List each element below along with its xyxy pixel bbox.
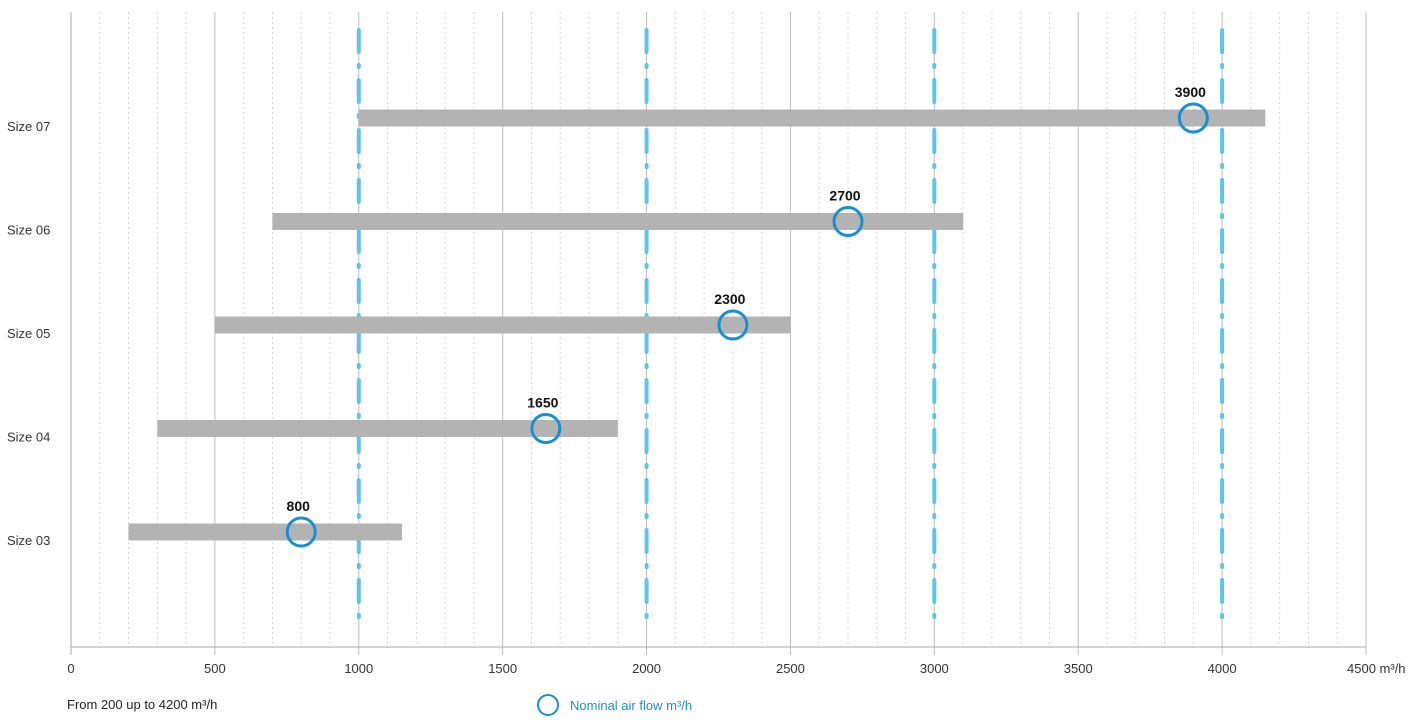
nominal-marker: [530, 413, 562, 444]
range-note: From 200 up to 4200 m³/h: [67, 697, 218, 712]
category-label: Size 03: [7, 533, 50, 548]
x-tick-label: 2000: [632, 661, 661, 676]
nominal-label: 3900: [1175, 84, 1206, 100]
x-tick-label: 4000: [1208, 661, 1237, 676]
nominal-label: 2700: [829, 188, 860, 204]
chart-svg: 3900 2700 2300 1650 800 0 500 1000 1500 2000 2500…: [7, 12, 1406, 676]
range-bar: [358, 109, 1266, 127]
x-tick-label: 1500: [488, 661, 517, 676]
nominal-marker: [832, 206, 864, 237]
x-tick-label: 3500: [1064, 661, 1093, 676]
x-tick-label: 500: [204, 661, 226, 676]
range-bar: [157, 420, 618, 437]
x-tick-label: 3000: [920, 661, 949, 676]
nominal-marker-icon: [537, 694, 559, 716]
category-labels: Size 07 Size 06 Size 05 Size 04 Size 03: [7, 119, 50, 548]
range-bar: [214, 316, 791, 334]
x-tick-labels: 0 500 1000 1500 2000 2500 3000 3500 4000 4500 m³/…: [67, 661, 1405, 676]
category-label: Size 05: [7, 326, 50, 341]
legend-label: Nominal air flow m³/h: [570, 697, 693, 713]
x-tick-label: 4500 m³/h: [1347, 661, 1406, 676]
x-tick-label: 1000: [344, 661, 373, 676]
legend: Nominal air flow m³/h: [537, 694, 692, 716]
range-bars: [128, 109, 1266, 541]
category-label: Size 04: [7, 430, 50, 445]
nominal-label: 2300: [714, 291, 745, 307]
nominal-markers: 3900 2700 2300 1650 800: [285, 84, 1209, 548]
nominal-label: 1650: [527, 395, 558, 411]
nominal-marker: [285, 516, 317, 548]
nominal-label: 800: [287, 498, 311, 514]
nominal-marker: [1177, 102, 1209, 134]
x-tick-label: 2500: [776, 661, 805, 676]
category-label: Size 07: [7, 119, 50, 134]
highlight-lines: [356, 28, 1225, 627]
nominal-marker: [717, 309, 749, 341]
range-bar: [128, 523, 402, 541]
x-tick-label: 0: [67, 661, 74, 676]
category-label: Size 06: [7, 223, 50, 238]
range-bar: [272, 213, 964, 230]
